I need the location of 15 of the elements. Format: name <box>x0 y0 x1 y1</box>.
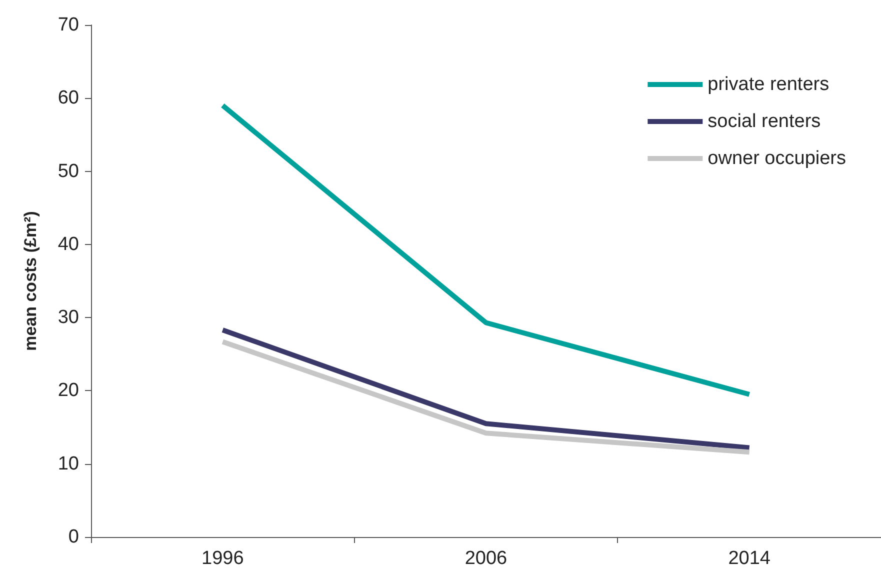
x-tick-label: 1996 <box>202 548 244 569</box>
y-tick-label: 50 <box>58 160 79 182</box>
y-tick-label: 40 <box>58 234 79 255</box>
x-tick-label: 2006 <box>464 548 508 569</box>
y-tick-label: 30 <box>58 307 79 328</box>
y-tick-label: 70 <box>58 14 79 36</box>
legend-label: private renters <box>708 74 830 95</box>
legend-label: owner occupiers <box>708 148 846 169</box>
y-tick-label: 20 <box>58 380 79 402</box>
y-tick-label: 10 <box>58 453 79 474</box>
x-tick-label: 2014 <box>728 548 771 569</box>
y-tick-label: 0 <box>68 526 79 548</box>
y-tick-label: 60 <box>58 88 79 109</box>
legend-label: social renters <box>708 111 821 132</box>
y-axis-title: mean costs (£m²) <box>21 211 40 351</box>
